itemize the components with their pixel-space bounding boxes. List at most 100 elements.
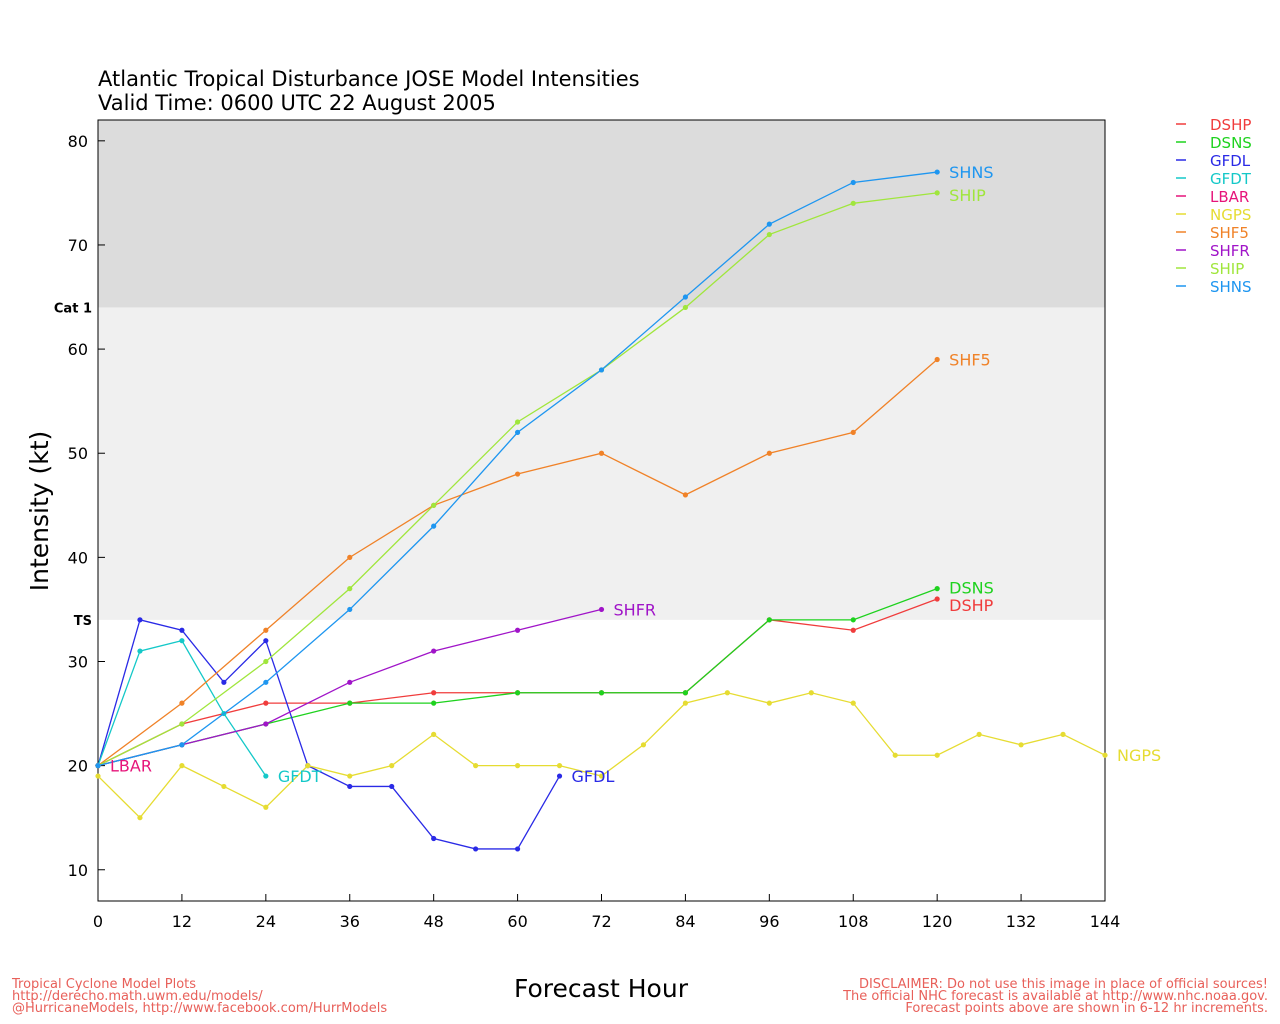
data-point-ship (347, 586, 353, 592)
data-point-shns (431, 523, 437, 529)
data-point-dshp (934, 596, 940, 602)
data-point-ngps (347, 773, 353, 779)
data-point-ship (431, 502, 437, 508)
footer-disclaimer-line-2: The official NHC forecast is available a… (842, 989, 1268, 1004)
data-point-shns (766, 221, 772, 227)
data-point-ship (934, 190, 940, 196)
legend-label-shfr: SHFR (1210, 242, 1250, 260)
x-tick-label: 72 (591, 912, 611, 931)
y-tick-label: 60 (68, 340, 88, 359)
legend-label-gfdt: GFDT (1210, 170, 1252, 188)
data-point-ngps (640, 742, 647, 748)
end-label-shf5: SHF5 (949, 351, 991, 370)
x-axis-title: Forecast Hour (514, 974, 689, 1003)
data-point-shf5 (514, 471, 521, 477)
y-axis-title: Intensity (kt) (25, 431, 54, 592)
series-shf5 (95, 356, 940, 769)
data-point-gfdl (263, 638, 269, 644)
legend-label-shns: SHNS (1210, 278, 1252, 296)
data-point-shf5 (347, 554, 353, 560)
data-point-shns (598, 367, 605, 373)
intensity-bands: TS Cat 1 (54, 120, 1105, 629)
data-point-ship (850, 200, 856, 206)
data-point-gfdl (389, 783, 395, 790)
data-point-shfr (431, 648, 437, 654)
data-point-ship (766, 231, 772, 238)
band-cat-1 (98, 120, 1105, 308)
y-tick-label: 10 (68, 861, 88, 880)
y-tick-label: 40 (68, 548, 88, 567)
legend-label-lbar: LBAR (1210, 188, 1249, 206)
y-tick-label: 20 (68, 757, 88, 776)
data-point-gfdt (263, 773, 269, 779)
data-point-shns (934, 169, 940, 175)
data-point-dshp (431, 690, 437, 696)
data-point-gfdl (221, 679, 227, 685)
x-tick-label: 96 (759, 912, 779, 931)
band-label-ts: TS (74, 614, 92, 629)
x-tick-label: 0 (93, 912, 103, 931)
data-point-ngps (221, 783, 227, 790)
data-point-ngps (598, 773, 605, 779)
legend-label-ship: SHIP (1210, 260, 1244, 278)
data-point-ngps (137, 815, 143, 821)
end-label-shns: SHNS (949, 163, 993, 182)
data-point-dsns (850, 617, 856, 623)
data-point-shf5 (682, 492, 689, 498)
y-tick-label: 50 (68, 444, 88, 463)
x-tick-label: 24 (256, 912, 276, 931)
data-point-ngps (473, 763, 479, 769)
footer-disclaimer-line-1: DISCLAIMER: Do not use this image in pla… (859, 977, 1268, 992)
y-tick-label: 70 (68, 236, 88, 255)
data-point-shns (514, 429, 521, 435)
data-point-ship (263, 658, 269, 665)
data-point-ngps (556, 763, 563, 769)
data-point-ngps (1018, 742, 1024, 748)
data-point-shns (95, 763, 101, 769)
data-point-shf5 (263, 627, 269, 633)
end-label-gfdl: GFDL (572, 767, 615, 786)
data-point-gfdl (473, 846, 479, 852)
data-point-dsns (598, 690, 605, 696)
data-point-shfr (347, 679, 353, 685)
chart-subtitle: Valid Time: 0600 UTC 22 August 2005 (98, 91, 496, 115)
end-label-gfdt: GFDT (278, 767, 322, 786)
data-point-shf5 (179, 700, 185, 706)
data-point-ngps (389, 763, 395, 769)
data-point-ngps (682, 700, 689, 706)
data-point-ngps (808, 690, 814, 696)
x-tick-label: 84 (675, 912, 695, 931)
footer-disclaimer-line-3: Forecast points above are shown in 6-12 … (905, 1001, 1268, 1016)
end-label-dsns: DSNS (949, 579, 994, 598)
footer-left-line-1: Tropical Cyclone Model Plots (11, 977, 196, 992)
data-point-gfdl (514, 846, 521, 852)
x-tick-label: 60 (507, 912, 527, 931)
legend-label-gfdl: GFDL (1210, 152, 1251, 170)
data-point-gfdl (137, 617, 143, 623)
series-lines (95, 169, 1108, 852)
x-tick-label: 144 (1090, 912, 1121, 931)
x-tick-label: 132 (1006, 912, 1037, 931)
footer-left-line-2: http://derecho.math.uwm.edu/models/ (12, 989, 263, 1004)
data-point-shns (850, 179, 856, 186)
data-point-ship (682, 304, 689, 311)
series-gfdl (95, 617, 563, 852)
data-point-gfdt (179, 638, 185, 644)
axis-ticks: 0 12 24 36 48 60 72 84 96 108 120 132 144 10 20 30 40 50 6… (68, 132, 1121, 931)
data-point-ngps (1102, 752, 1108, 758)
data-point-shns (179, 742, 185, 748)
data-point-gfdl (431, 835, 437, 842)
y-tick-label: 80 (68, 132, 88, 151)
data-point-ngps (766, 700, 772, 706)
series-line-shfr (97, 608, 602, 767)
legend-label-dshp: DSHP (1210, 116, 1251, 134)
data-point-shf5 (766, 450, 772, 456)
data-point-dsns (682, 690, 689, 696)
data-point-ngps (724, 690, 730, 696)
end-label-dshp: DSHP (949, 596, 994, 615)
x-tick-label: 48 (423, 912, 443, 931)
data-point-shfr (263, 721, 269, 727)
